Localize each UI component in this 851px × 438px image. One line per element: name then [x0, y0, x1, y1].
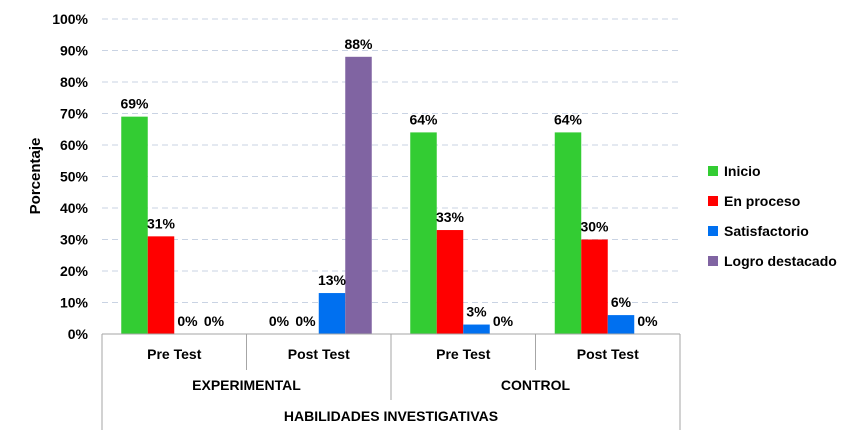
data-label: 31%	[147, 215, 176, 231]
y-tick-label: 60%	[60, 137, 89, 153]
bar	[581, 239, 608, 334]
category-label: Pre Test	[436, 346, 491, 362]
data-label: 0%	[177, 313, 198, 329]
bar	[121, 116, 148, 335]
data-label: 64%	[409, 111, 438, 127]
data-label: 64%	[554, 111, 583, 127]
y-axis-ticks: 0% 10% 20% 30% 40% 50% 60% 70% 80% 90% 100%	[52, 11, 88, 342]
group-label: EXPERIMENTAL	[192, 377, 301, 393]
y-tick-label: 70%	[60, 106, 89, 122]
data-label: 33%	[436, 209, 465, 225]
legend-label: En proceso	[724, 193, 800, 209]
legend-swatch	[708, 226, 718, 236]
outer-axis-label: HABILIDADES INVESTIGATIVAS	[284, 408, 498, 424]
data-label: 6%	[611, 294, 632, 310]
y-tick-label: 90%	[60, 43, 89, 59]
legend-label: Inicio	[724, 163, 761, 179]
y-tick-label: 30%	[60, 232, 89, 248]
data-label: 0%	[269, 313, 290, 329]
bar	[554, 132, 582, 334]
bar	[345, 56, 372, 335]
y-tick-label: 50%	[60, 169, 89, 185]
y-tick-label: 0%	[68, 326, 89, 342]
bar	[436, 230, 464, 334]
data-label: 88%	[344, 36, 373, 52]
legend-swatch	[708, 196, 718, 206]
y-tick-label: 10%	[60, 295, 89, 311]
legend-label: Satisfactorio	[724, 223, 809, 239]
data-label: 0%	[493, 313, 514, 329]
bar	[147, 236, 175, 334]
bar	[463, 324, 490, 334]
y-tick-label: 100%	[52, 11, 88, 27]
legend: Inicio En proceso Satisfactorio Logro desta…	[708, 163, 837, 269]
y-axis-label: Porcentaje	[27, 138, 44, 215]
data-label: 69%	[120, 96, 149, 112]
legend-swatch	[708, 166, 718, 176]
y-tick-label: 20%	[60, 263, 89, 279]
bars	[121, 56, 635, 335]
data-label: 13%	[318, 272, 347, 288]
legend-label: Logro destacado	[724, 253, 837, 269]
category-label: Pre Test	[147, 346, 202, 362]
data-label: 0%	[295, 313, 316, 329]
category-label: Post Test	[288, 346, 350, 362]
data-label: 0%	[637, 313, 658, 329]
bar	[318, 293, 346, 334]
data-labels: 69% 0% 64% 64% 31% 0% 33% 30% 0% 13% 3% 6% 0% 88% 0% 0%	[120, 36, 658, 329]
group-label: CONTROL	[501, 377, 571, 393]
bar	[410, 132, 437, 334]
bar	[607, 315, 635, 334]
category-label: Post Test	[577, 346, 639, 362]
data-label: 0%	[204, 313, 225, 329]
y-tick-label: 40%	[60, 200, 89, 216]
legend-swatch	[708, 256, 718, 266]
y-tick-label: 80%	[60, 74, 89, 90]
category-axis: Pre Test Post Test Pre Test Post Test EXPERI…	[101, 333, 681, 430]
data-label: 3%	[466, 304, 487, 320]
data-label: 30%	[580, 219, 609, 235]
